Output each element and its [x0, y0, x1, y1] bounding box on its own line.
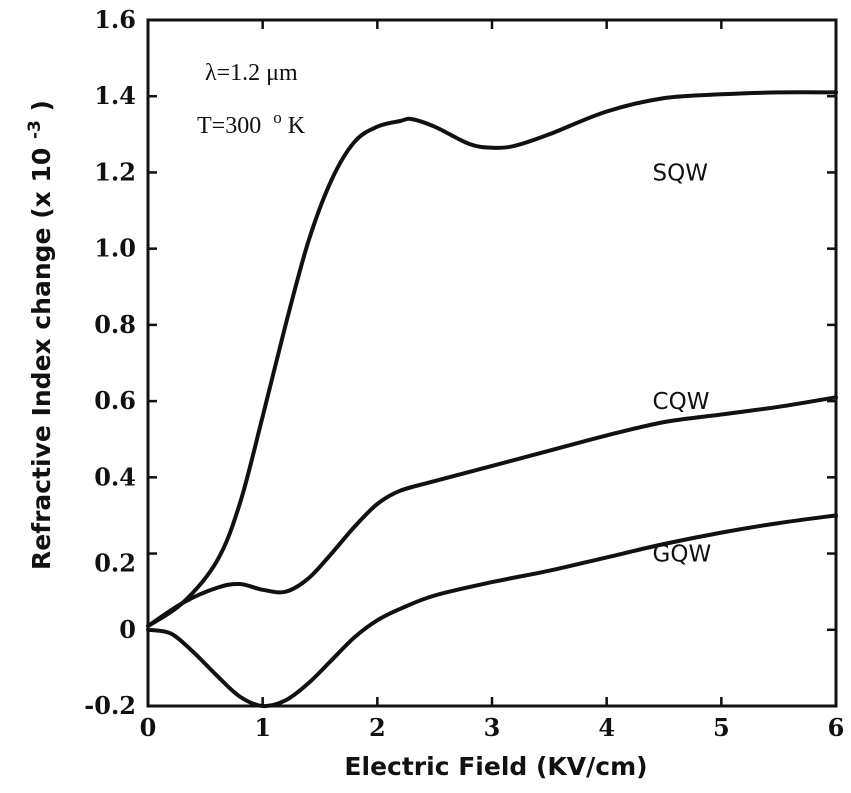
y-tick-label: 0 — [119, 615, 136, 644]
curves-layer — [146, 90, 838, 709]
y-tick-label: -0.2 — [84, 691, 136, 720]
gqw-curve — [146, 513, 838, 709]
sqw-curve — [146, 90, 838, 628]
y-tick-label: 1.6 — [94, 5, 136, 34]
y-axis-title-main: Refractive Index change (x 10 — [27, 148, 56, 570]
cqw-curve — [146, 395, 838, 628]
y-axis-title-exponent: -3 — [25, 120, 45, 139]
x-tick-label: 1 — [254, 713, 271, 742]
x-tick-label: 3 — [484, 713, 501, 742]
x-axis-title: Electric Field (KV/cm) — [344, 752, 647, 781]
x-tick-label: 4 — [598, 713, 615, 742]
y-tick-label: 0.2 — [94, 549, 136, 578]
y-tick-label: 0.4 — [94, 462, 136, 491]
y-axis-title-close: ) — [27, 100, 56, 111]
cqw-label: CQW — [653, 389, 710, 415]
temperature-annotation: T=300 o K — [197, 103, 306, 139]
temperature-unit: K — [288, 113, 306, 139]
y-tick-label: 0.6 — [94, 386, 136, 415]
temperature-degree: o — [273, 108, 282, 127]
wavelength-annotation: λ=1.2 μm — [205, 60, 298, 86]
sqw-label: SQW — [653, 160, 708, 186]
y-tick-label: 0.8 — [94, 310, 136, 339]
gqw-label: GQW — [653, 542, 712, 568]
temperature-value: T=300 — [197, 113, 261, 139]
x-tick-label: 0 — [140, 713, 157, 742]
x-tick-label: 5 — [713, 713, 730, 742]
tick-labels-layer: 0 1 2 3 4 5 6-0.200.20.40.60.81.01.21.41.6 — [84, 5, 844, 742]
series-labels-layer: SQW CQW GQW — [653, 160, 712, 567]
y-tick-label: 1.4 — [94, 81, 136, 110]
x-tick-label: 6 — [828, 713, 845, 742]
y-axis-title: Refractive Index change (x 10 -3 ) — [17, 100, 56, 570]
y-tick-label: 1.2 — [94, 157, 136, 186]
x-tick-label: 2 — [369, 713, 386, 742]
y-tick-label: 1.0 — [94, 234, 136, 263]
